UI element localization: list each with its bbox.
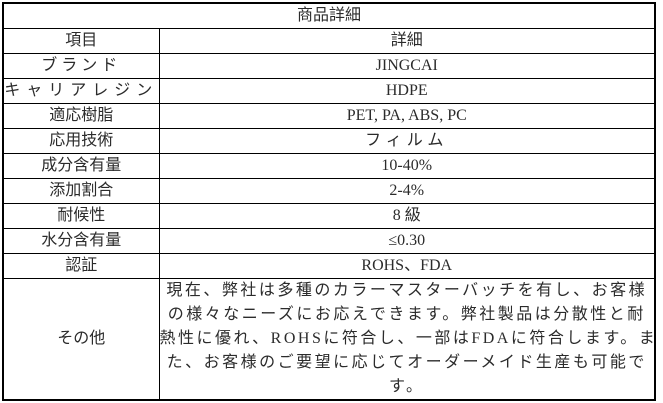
table-row: 認証 ROHS、FDA (2, 253, 656, 279)
row-label-certification: 認証 (2, 253, 160, 279)
table-row: ブランド JINGCAI (2, 53, 656, 79)
row-value-brand: JINGCAI (158, 53, 656, 79)
other-text-line: 熱性に優れ、ROHSに符合し、一部はFDAに符合します。ま (159, 330, 654, 347)
row-value-application-tech: フィルム (158, 128, 656, 154)
row-label-compatible-resin: 適応樹脂 (2, 103, 160, 129)
row-label-carrier-resin: キャリアレジン (2, 78, 160, 104)
row-label-weather-resistance: 耐候性 (2, 203, 160, 229)
row-value-other: 現在、弊社は多種のカラーマスターバッチを有し、お客様 の様々なニーズにお応えでき… (158, 278, 656, 401)
row-label-application-tech: 応用技術 (2, 128, 160, 154)
row-value-carrier-resin: HDPE (158, 78, 656, 104)
table-row: 適応樹脂 PET, PA, ABS, PC (2, 103, 656, 129)
row-label-component-content: 成分含有量 (2, 153, 160, 179)
table-row: キャリアレジン HDPE (2, 78, 656, 104)
row-label-brand: ブランド (2, 53, 160, 79)
product-detail-table: 商品詳細 項目 詳細 ブランド JINGCAI キャリアレジン HDPE 適応樹… (2, 2, 656, 401)
column-header-row: 項目 詳細 (2, 28, 656, 54)
other-text-line: す。 (389, 378, 425, 395)
row-value-compatible-resin: PET, PA, ABS, PC (158, 103, 656, 129)
row-label-moisture-content: 水分含有量 (2, 228, 160, 254)
row-label-addition-ratio: 添加割合 (2, 178, 160, 204)
row-value-component-content: 10-40% (158, 153, 656, 179)
other-text-line: 現在、弊社は多種のカラーマスターバッチを有し、お客様 (166, 282, 648, 299)
row-value-weather-resistance: 8 級 (158, 203, 656, 229)
column-header-item: 項目 (2, 28, 160, 54)
table-row: 応用技術 フィルム (2, 128, 656, 154)
table-title-row: 商品詳細 (2, 2, 656, 29)
row-value-addition-ratio: 2-4% (158, 178, 656, 204)
table-row-other: その他 現在、弊社は多種のカラーマスターバッチを有し、お客様 の様々なニーズにお… (2, 278, 656, 401)
table-row: 水分含有量 ≤0.30 (2, 228, 656, 254)
other-text-line: の様々なニーズにお応えできます。弊社製品は分散性と耐 (167, 306, 646, 323)
table-row: 添加割合 2-4% (2, 178, 656, 204)
row-value-certification: ROHS、FDA (158, 253, 656, 279)
table-row: 耐候性 8 級 (2, 203, 656, 229)
table-title: 商品詳細 (2, 2, 656, 29)
other-text-line: た、お客様のご要望に応じてオーダーメイド生産も可能で (166, 354, 647, 371)
column-header-detail: 詳細 (158, 28, 656, 54)
table-row: 成分含有量 10-40% (2, 153, 656, 179)
row-label-other: その他 (2, 278, 160, 401)
row-value-moisture-content: ≤0.30 (158, 228, 656, 254)
